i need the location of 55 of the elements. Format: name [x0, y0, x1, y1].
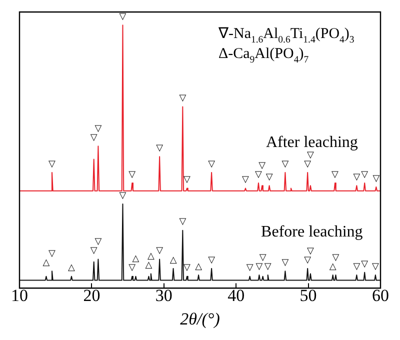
annotation: ▽ [156, 144, 164, 154]
annotation: ▽ [258, 160, 266, 171]
annotation: ▽ [307, 246, 314, 256]
x-tick-label: 10 [11, 286, 28, 305]
annotation: ▽ [361, 259, 368, 270]
annotation: ▽ [361, 170, 368, 180]
annotation: △ [147, 252, 154, 262]
annotation: ▽ [119, 190, 126, 201]
annotation: ▽ [90, 133, 98, 143]
annotation: ▽ [179, 94, 186, 104]
annotation: △ [329, 262, 336, 272]
annotation: △ [145, 260, 152, 271]
annotation: ▽ [304, 159, 312, 170]
annotation: ▽ [94, 237, 102, 248]
annotation: ▽ [332, 170, 339, 180]
annotation: ▽ [259, 252, 266, 263]
annotation: ▽ [90, 246, 98, 256]
x-tick-label: 30 [155, 286, 172, 305]
x-tick-label: 50 [300, 286, 317, 305]
annotation: ▽ [332, 252, 340, 263]
annotation: ▽ [156, 246, 164, 256]
annotation: ▽ [94, 124, 102, 134]
annotation: △ [68, 263, 76, 274]
annotation: ▽ [179, 217, 186, 228]
annotation: ▽ [304, 255, 312, 266]
x-tick-label: 60 [372, 286, 389, 305]
annotation: ▽ [353, 172, 360, 182]
x-axis-title: 2θ/(°) [180, 309, 220, 328]
annotation: ▽ [372, 262, 379, 272]
annotation: ▽ [208, 255, 216, 266]
annotation: ▽ [353, 262, 360, 272]
annotation: ▽ [128, 263, 136, 274]
annotation: ▽ [208, 159, 216, 170]
annotation: △ [170, 255, 177, 266]
text: Before leaching [261, 223, 363, 240]
annotation: ▽ [264, 262, 272, 272]
x-tick-label: 20 [83, 286, 100, 305]
annotation: △ [195, 262, 202, 272]
annotation: ▽ [282, 159, 289, 170]
annotation: ▽ [282, 258, 289, 268]
series-label: After leaching [266, 134, 358, 151]
x-tick-label: 40 [228, 286, 245, 305]
annotation: ▽ [128, 170, 136, 180]
annotation: ▽ [246, 263, 254, 274]
annotation: ▽ [48, 248, 56, 259]
annotation: △ [132, 254, 140, 264]
annotation: ▽ [266, 172, 273, 182]
annotation: ▽ [256, 262, 263, 272]
annotation: △ [42, 258, 50, 268]
annotation: ▽ [119, 12, 126, 22]
annotation: ▽ [255, 170, 262, 180]
annotation: ▽ [307, 150, 314, 160]
annotation: ▽ [372, 174, 380, 184]
annotation: ▽ [242, 175, 250, 186]
annotation: ▽ [48, 159, 56, 170]
